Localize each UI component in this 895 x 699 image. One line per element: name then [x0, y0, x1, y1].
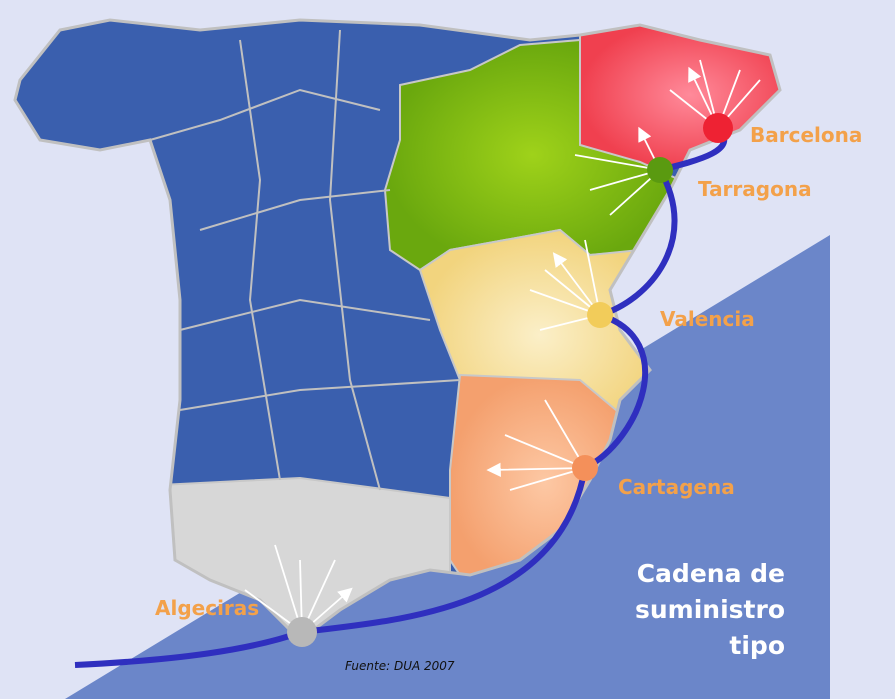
port-label: Barcelona [750, 123, 862, 147]
caption-line: tipo [729, 631, 785, 660]
province-borders [149, 29, 461, 491]
source-note: Fuente: DUA 2007 [345, 659, 455, 673]
port-marker [703, 113, 733, 143]
caption-line: Cadena de [637, 559, 785, 588]
port-marker [287, 617, 317, 647]
port-label: Valencia [660, 307, 755, 331]
arrows [244, 60, 761, 633]
port-label: Tarragona [698, 177, 812, 201]
port-label: Algeciras [155, 596, 259, 620]
caption-line: suministro [635, 595, 785, 624]
port-marker [587, 302, 613, 328]
port-label: Cartagena [618, 475, 735, 499]
port-marker [572, 455, 598, 481]
port-marker [647, 157, 673, 183]
